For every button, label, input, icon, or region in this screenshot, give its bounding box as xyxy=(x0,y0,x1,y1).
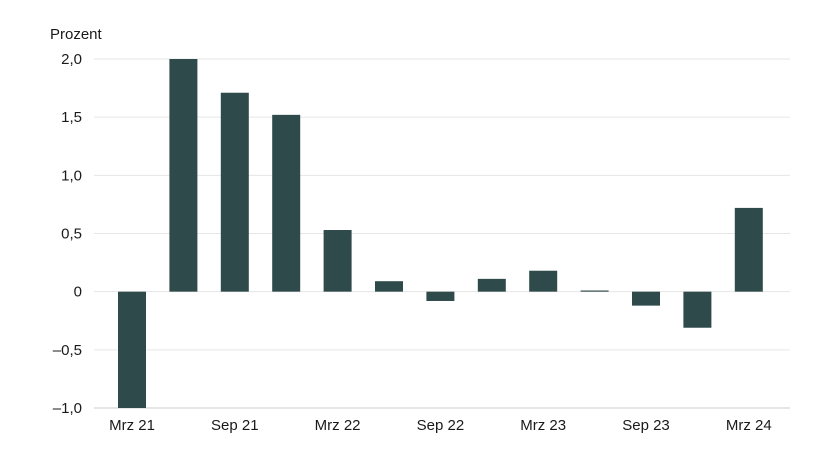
bar xyxy=(477,278,506,292)
y-tick-label: 1,5 xyxy=(61,109,82,126)
x-tick-label: Mrz 22 xyxy=(315,417,361,434)
bar xyxy=(323,230,352,292)
x-tick-label: Sep 23 xyxy=(622,417,670,434)
y-tick-label: –0,5 xyxy=(53,342,82,359)
y-axis-unit-label: Prozent xyxy=(50,26,103,43)
grid-lines xyxy=(94,58,790,409)
bar xyxy=(118,291,146,408)
y-tick-label: 2,0 xyxy=(61,51,82,68)
bars xyxy=(118,59,763,408)
bar xyxy=(529,270,558,292)
x-tick-label: Mrz 24 xyxy=(726,417,772,434)
x-tick-label: Sep 22 xyxy=(417,417,465,434)
bar xyxy=(426,291,455,301)
bar xyxy=(683,291,712,328)
x-tick-label: Mrz 21 xyxy=(109,417,155,434)
bar xyxy=(632,291,660,306)
bar xyxy=(375,281,403,292)
bar xyxy=(580,290,609,292)
y-tick-label: 0,5 xyxy=(61,226,82,243)
x-tick-labels: Mrz 21 Sep 21 Mrz 22 Sep 22 Mrz 23 Sep 23 Mrz … xyxy=(109,417,772,434)
x-tick-label: Sep 21 xyxy=(211,417,259,434)
y-tick-label: 0 xyxy=(74,284,82,301)
bar xyxy=(220,92,249,292)
y-tick-label: 1,0 xyxy=(61,167,82,184)
bar xyxy=(169,59,198,292)
y-tick-label: –1,0 xyxy=(53,400,82,417)
y-tick-labels: 2,0 1,5 1,0 0,5 0 –0,5 –1,0 xyxy=(53,51,82,417)
bar xyxy=(734,207,763,292)
x-tick-label: Mrz 23 xyxy=(520,417,566,434)
bar xyxy=(272,114,301,292)
